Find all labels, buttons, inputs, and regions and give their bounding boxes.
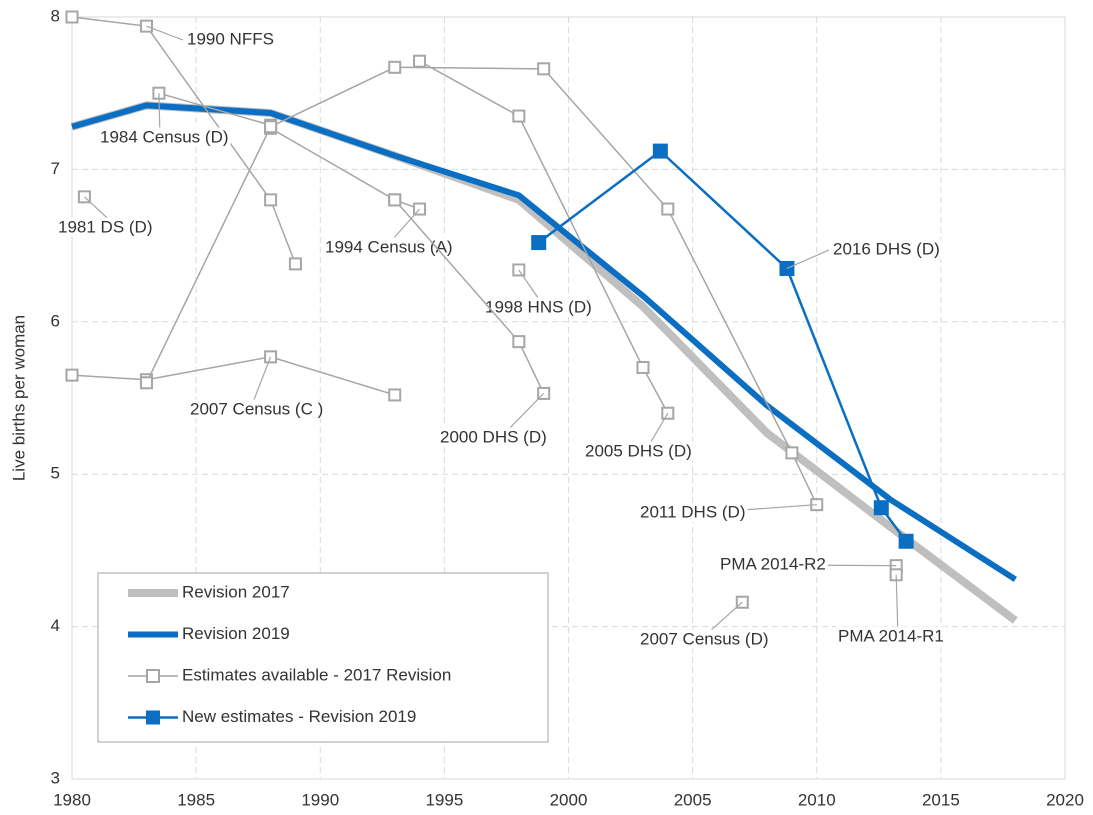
annotation: 2016 DHS (D) (833, 239, 940, 258)
series-line (158, 92, 271, 126)
series-line (71, 356, 395, 396)
x-tick-label: 1985 (177, 790, 215, 809)
y-tick-label: 4 (51, 616, 60, 635)
marker (636, 361, 650, 375)
marker (413, 54, 427, 68)
annotation-bg (836, 626, 946, 646)
annotation: 2000 DHS (D) (440, 427, 547, 446)
marker (785, 446, 799, 460)
leader-line (146, 25, 184, 41)
series-line (70, 101, 1018, 624)
annotation-bg (323, 237, 455, 257)
annotation-bg (638, 502, 748, 522)
annotation: 2007 Census (C ) (190, 399, 323, 418)
marker (537, 62, 551, 76)
annotation-bg (98, 127, 231, 147)
marker (661, 202, 675, 216)
annotation: 1994 Census (A) (325, 237, 453, 256)
annotation-bg (638, 629, 771, 649)
y-axis-label: Live births per woman (9, 315, 28, 481)
legend-label: Estimates available - 2017 Revision (182, 665, 451, 684)
annotation: 1981 DS (D) (58, 217, 152, 236)
plot-border (71, 16, 1066, 780)
marker (388, 60, 402, 74)
y-tick-label: 8 (51, 6, 60, 25)
annotation: 1984 Census (D) (100, 127, 229, 146)
x-tick-label: 2005 (674, 790, 712, 809)
series-line (71, 16, 297, 265)
legend-box (97, 572, 549, 743)
annotation: PMA 2014-R2 (720, 554, 826, 573)
y-tick-label: 5 (51, 464, 60, 483)
annotation-bg (831, 239, 942, 259)
leader-line (786, 249, 830, 270)
marker (531, 235, 547, 251)
annotation: PMA 2014-R1 (838, 626, 944, 645)
legend-marker (146, 710, 160, 725)
marker (388, 388, 402, 402)
marker (873, 500, 889, 516)
marker (652, 143, 668, 159)
annotation-bg (185, 29, 276, 49)
annotation: 2005 DHS (D) (585, 441, 692, 460)
y-tick-label: 7 (51, 159, 60, 178)
marker (65, 10, 79, 24)
legend-label: Revision 2017 (182, 582, 290, 601)
legend-label: New estimates - Revision 2019 (182, 707, 416, 726)
y-tick-label: 3 (51, 768, 60, 787)
marker (388, 193, 402, 207)
marker (512, 335, 526, 349)
y-tick-label: 6 (51, 311, 60, 330)
annotation: 1998 HNS (D) (485, 297, 592, 316)
legend-label: Revision 2019 (182, 624, 290, 643)
marker (65, 368, 79, 382)
x-tick-label: 2020 (1046, 790, 1084, 809)
x-tick-label: 2000 (550, 790, 588, 809)
x-tick-label: 2010 (798, 790, 836, 809)
annotation: 2011 DHS (D) (640, 502, 746, 521)
x-tick-label: 1980 (53, 790, 91, 809)
marker (264, 120, 278, 134)
series-line (419, 60, 669, 414)
x-tick-label: 1995 (425, 790, 463, 809)
annotation: 2007 Census (D) (640, 629, 769, 648)
marker (288, 257, 302, 271)
x-tick-label: 1990 (301, 790, 339, 809)
x-tick-label: 2015 (922, 790, 960, 809)
marker (898, 533, 914, 549)
series-line (71, 102, 1017, 582)
marker (139, 376, 153, 390)
marker (264, 193, 278, 207)
series-line (537, 149, 908, 542)
annotation-bg (438, 427, 549, 447)
annotation-bg (56, 217, 155, 237)
legend: Revision 2017 Revision 2019 Estimates avai… (97, 572, 549, 743)
legend-marker (146, 669, 160, 683)
annotation: 1990 NFFS (187, 29, 274, 48)
annotation-bg (483, 297, 594, 317)
annotation-bg (583, 441, 694, 461)
annotation-bg (718, 554, 828, 574)
annotation-bg (188, 399, 326, 419)
marker (512, 109, 526, 123)
